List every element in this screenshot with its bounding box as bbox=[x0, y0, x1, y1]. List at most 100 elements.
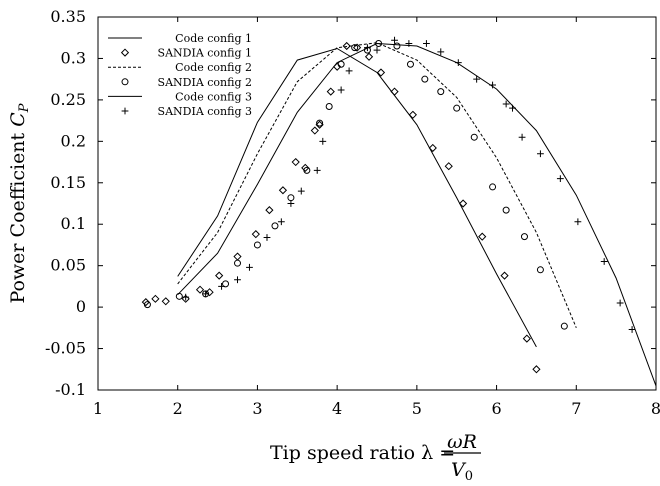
y-tick-label: 0 bbox=[76, 297, 86, 316]
data-point bbox=[326, 87, 335, 96]
data-point bbox=[502, 100, 510, 108]
data-point bbox=[271, 222, 279, 230]
legend-label: Code config 2 bbox=[175, 61, 252, 74]
data-point bbox=[437, 88, 445, 96]
data-point bbox=[291, 157, 300, 167]
data-point bbox=[151, 294, 160, 303]
data-point bbox=[218, 282, 225, 290]
x-tick-label: 1 bbox=[93, 399, 103, 418]
legend-label: Code config 1 bbox=[175, 32, 252, 45]
data-point bbox=[444, 162, 453, 171]
data-point bbox=[391, 36, 398, 44]
y-axis-label: Power Coefficient CP bbox=[7, 103, 32, 303]
data-point bbox=[473, 75, 481, 83]
data-point bbox=[470, 133, 478, 141]
data-point bbox=[301, 163, 310, 172]
data-point bbox=[313, 166, 321, 174]
legend-entry: SANDIA config 1 bbox=[120, 47, 252, 60]
data-point bbox=[428, 143, 437, 153]
data-point bbox=[287, 194, 295, 202]
series-4 bbox=[143, 40, 568, 330]
data-point bbox=[195, 285, 205, 294]
data-point bbox=[351, 44, 359, 52]
series-line bbox=[177, 47, 537, 348]
data-point bbox=[364, 44, 371, 52]
data-point bbox=[342, 41, 351, 51]
data-point bbox=[628, 326, 636, 333]
y-axis-label-symbol: C bbox=[7, 112, 29, 127]
legend-marker bbox=[121, 107, 129, 115]
data-point bbox=[421, 75, 429, 83]
data-point bbox=[234, 276, 241, 284]
data-point bbox=[376, 68, 386, 77]
data-point bbox=[143, 301, 151, 309]
data-point bbox=[205, 288, 214, 297]
data-point bbox=[453, 104, 461, 112]
x-tick-label: 7 bbox=[571, 399, 581, 418]
data-point bbox=[352, 43, 362, 52]
data-point bbox=[310, 126, 319, 135]
data-point bbox=[233, 252, 242, 261]
data-point bbox=[175, 292, 183, 300]
data-point bbox=[518, 133, 526, 141]
data-point bbox=[373, 46, 381, 54]
x-axis-label-numerator: ωR bbox=[447, 431, 477, 453]
data-point bbox=[265, 206, 274, 215]
data-point bbox=[364, 52, 374, 61]
legend-marker bbox=[121, 78, 129, 86]
data-point bbox=[489, 183, 497, 191]
x-tick-label: 2 bbox=[173, 399, 183, 418]
x-axis-label-denominator-sub: 0 bbox=[465, 469, 473, 484]
x-axis-label: Tip speed ratio λ = ωR V0 bbox=[270, 431, 481, 484]
data-point bbox=[408, 110, 417, 119]
data-point bbox=[509, 104, 516, 112]
data-point bbox=[181, 294, 190, 303]
x-tick-label: 4 bbox=[332, 399, 342, 418]
data-point bbox=[522, 334, 531, 343]
y-tick-label: 0.25 bbox=[50, 90, 86, 109]
data-point bbox=[560, 322, 568, 330]
data-point bbox=[182, 293, 190, 301]
legend-entry: SANDIA config 2 bbox=[121, 76, 252, 89]
data-point bbox=[337, 60, 345, 68]
series-line bbox=[177, 42, 657, 387]
data-point bbox=[390, 87, 399, 96]
data-point bbox=[315, 120, 324, 129]
data-point bbox=[489, 81, 496, 89]
data-point bbox=[325, 103, 333, 111]
data-point bbox=[277, 218, 285, 226]
data-point bbox=[287, 200, 295, 207]
x-tick-label: 6 bbox=[491, 399, 501, 418]
data-point bbox=[454, 59, 462, 66]
y-axis-label-subscript: P bbox=[17, 103, 32, 113]
legend-marker bbox=[120, 48, 130, 57]
data-point bbox=[437, 48, 445, 56]
x-axis-label-denominator-v: V bbox=[451, 459, 467, 481]
y-tick-label: 0.3 bbox=[61, 48, 86, 67]
data-point bbox=[278, 186, 288, 195]
y-tick-label: 0.2 bbox=[61, 131, 86, 150]
legend-label: SANDIA config 2 bbox=[158, 76, 252, 89]
data-point bbox=[319, 137, 327, 145]
x-tick-label: 8 bbox=[651, 399, 660, 418]
data-point bbox=[337, 86, 345, 94]
data-point bbox=[234, 259, 241, 267]
y-tick-label: -0.1 bbox=[55, 380, 86, 399]
y-tick-label: 0.1 bbox=[61, 214, 86, 233]
axis-tick-labels: 1 2 3 4 5 6 7 8 -0.1 -0.05 0 0.05 0.1 0.15 0.2 0.25 0.3 0… bbox=[45, 7, 660, 418]
data-point bbox=[253, 241, 261, 249]
data-point bbox=[532, 365, 541, 374]
data-point bbox=[303, 166, 311, 174]
y-tick-label: 0.35 bbox=[50, 7, 86, 26]
data-point bbox=[616, 299, 624, 307]
data-point bbox=[537, 150, 544, 158]
data-point bbox=[141, 298, 150, 307]
data-point bbox=[222, 280, 230, 288]
data-point bbox=[405, 40, 413, 47]
data-point bbox=[215, 271, 224, 280]
legend-label: SANDIA config 3 bbox=[158, 105, 252, 118]
y-axis-label-main: Power Coefficient bbox=[7, 127, 29, 304]
data-point bbox=[345, 67, 353, 75]
